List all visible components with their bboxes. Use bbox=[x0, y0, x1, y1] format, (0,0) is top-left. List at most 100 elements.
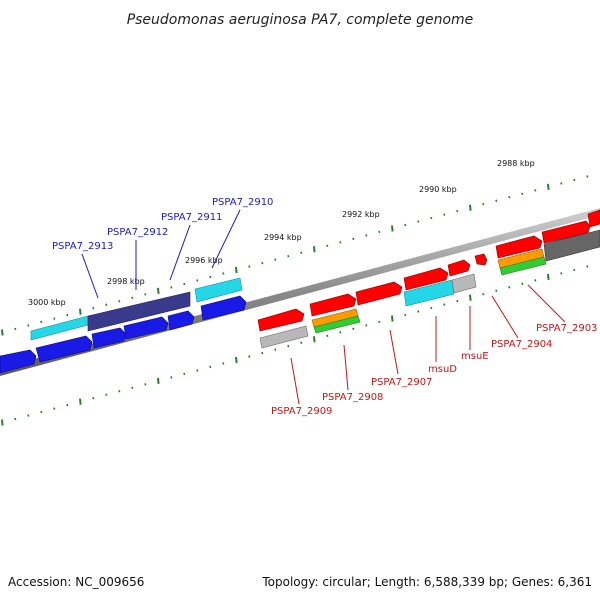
inner-scale-tick bbox=[261, 351, 264, 355]
inner-scale-tick bbox=[469, 294, 472, 301]
scale-label-2998: 2998 kbp bbox=[107, 277, 145, 286]
outer-scale-tick bbox=[365, 234, 368, 237]
inner-scale-tick bbox=[456, 299, 459, 303]
inner-scale-tick bbox=[287, 344, 290, 348]
inner-scale-tick bbox=[547, 273, 550, 280]
gene-label-2907[interactable]: PSPA7_2907 bbox=[371, 377, 432, 388]
outer-scale-ticks bbox=[1, 175, 589, 336]
inner-scale-tick bbox=[144, 383, 147, 386]
inner-scale-tick bbox=[66, 403, 69, 407]
gene-red-2904 bbox=[495, 235, 543, 259]
outer-scale-tick bbox=[79, 308, 82, 315]
outer-scale-tick bbox=[586, 175, 589, 178]
outer-scale-tick bbox=[92, 306, 95, 310]
gene-red-2907 bbox=[355, 281, 403, 306]
gene-red-small bbox=[474, 253, 488, 266]
gene-cyan-msud bbox=[403, 279, 455, 307]
outer-scale-tick bbox=[222, 272, 225, 275]
gene-label-msud[interactable]: msuD bbox=[428, 364, 457, 375]
inner-scale-tick bbox=[391, 315, 394, 322]
scale-label-2992: 2992 kbp bbox=[342, 210, 380, 219]
inner-scale-tick bbox=[404, 313, 407, 317]
outer-scale-tick bbox=[27, 324, 30, 327]
outer-scale-tick bbox=[534, 189, 537, 192]
accession-text: Accession: NC_009656 bbox=[8, 575, 144, 589]
inner-scale-tick bbox=[586, 265, 589, 268]
inner-scale-tick bbox=[1, 419, 4, 426]
inner-scale-tick bbox=[326, 334, 329, 338]
outer-scale-tick bbox=[404, 223, 407, 227]
outer-scale-tick bbox=[352, 237, 355, 241]
outer-scale-tick bbox=[417, 220, 420, 223]
gene-label-2913[interactable]: PSPA7_2913 bbox=[52, 241, 113, 252]
gene-grey-2909 bbox=[259, 325, 309, 349]
gene-red-edge bbox=[587, 209, 600, 228]
inner-scale-tick bbox=[235, 356, 238, 364]
gene-grey-msue bbox=[451, 273, 477, 294]
scale-label-2994: 2994 kbp bbox=[264, 233, 302, 242]
inner-scale-tick bbox=[495, 289, 498, 292]
outer-scale-tick bbox=[118, 300, 121, 303]
outer-scale-tick bbox=[183, 282, 186, 286]
outer-scale-tick bbox=[456, 209, 459, 213]
gene-cds-blue-1 bbox=[0, 349, 37, 374]
outer-scale-tick bbox=[482, 202, 485, 206]
inner-scale-tick bbox=[222, 362, 225, 365]
inner-scale-tick bbox=[313, 336, 316, 343]
inner-scale-tick bbox=[92, 396, 95, 400]
inner-scale-tick bbox=[417, 310, 420, 313]
gene-label-2909[interactable]: PSPA7_2909 bbox=[271, 406, 332, 417]
outer-scale-tick bbox=[157, 287, 160, 294]
gene-cds-blue-5 bbox=[167, 310, 195, 331]
gene-label-2910[interactable]: PSPA7_2910 bbox=[212, 197, 273, 208]
outer-scale-tick bbox=[105, 303, 108, 306]
red-leader-lines bbox=[290, 284, 566, 405]
inner-scale-tick bbox=[430, 306, 433, 310]
outer-scale-tick bbox=[209, 275, 212, 279]
outer-scale-tick bbox=[261, 261, 264, 265]
inner-scale-tick bbox=[560, 272, 563, 275]
gene-label-2911[interactable]: PSPA7_2911 bbox=[161, 212, 222, 223]
inner-scale-tick bbox=[352, 327, 355, 331]
inner-scale-tick bbox=[378, 320, 381, 324]
gene-label-2912[interactable]: PSPA7_2912 bbox=[107, 227, 168, 238]
gene-block-dark-blue bbox=[87, 291, 191, 332]
outer-scale-tick bbox=[326, 244, 329, 248]
outer-scale-tick bbox=[547, 183, 550, 190]
inner-scale-tick bbox=[300, 341, 303, 344]
outer-scale-tick bbox=[131, 296, 134, 300]
inner-scale-tick bbox=[339, 331, 342, 334]
outer-scale-tick bbox=[235, 266, 238, 274]
gene-label-2904[interactable]: PSPA7_2904 bbox=[491, 339, 552, 350]
outer-scale-tick bbox=[378, 230, 381, 234]
inner-scale-tick bbox=[482, 292, 485, 296]
inner-scale-tick bbox=[534, 279, 537, 282]
outer-scale-tick bbox=[170, 286, 173, 289]
outer-scale-tick bbox=[573, 178, 576, 182]
inner-scale-tick bbox=[521, 282, 524, 286]
outer-scale-tick bbox=[1, 329, 4, 336]
inner-scale-tick bbox=[27, 414, 30, 417]
inner-scale-tick bbox=[209, 365, 212, 369]
inner-scale-tick bbox=[53, 407, 56, 410]
gene-block-cyan-2 bbox=[194, 277, 243, 303]
inner-scale-tick bbox=[170, 376, 173, 379]
inner-scale-tick bbox=[118, 390, 121, 393]
gene-green-2904 bbox=[499, 256, 547, 276]
outer-scale-tick bbox=[287, 254, 290, 258]
outer-scale-tick bbox=[339, 241, 342, 244]
gene-label-2903[interactable]: PSPA7_2903 bbox=[536, 323, 597, 334]
gene-red-msud bbox=[403, 267, 449, 291]
inner-scale-tick bbox=[14, 417, 17, 421]
gene-label-2908[interactable]: PSPA7_2908 bbox=[322, 392, 383, 403]
outer-scale-tick bbox=[391, 225, 394, 232]
gene-cds-blue-6 bbox=[200, 295, 247, 321]
inner-scale-tick bbox=[508, 286, 511, 289]
gene-darkgrey-2903 bbox=[543, 229, 600, 262]
inner-scale-tick bbox=[79, 398, 82, 405]
outer-scale-tick bbox=[53, 317, 56, 320]
gene-label-msue[interactable]: msuE bbox=[461, 351, 489, 362]
outer-scale-tick bbox=[248, 265, 251, 268]
